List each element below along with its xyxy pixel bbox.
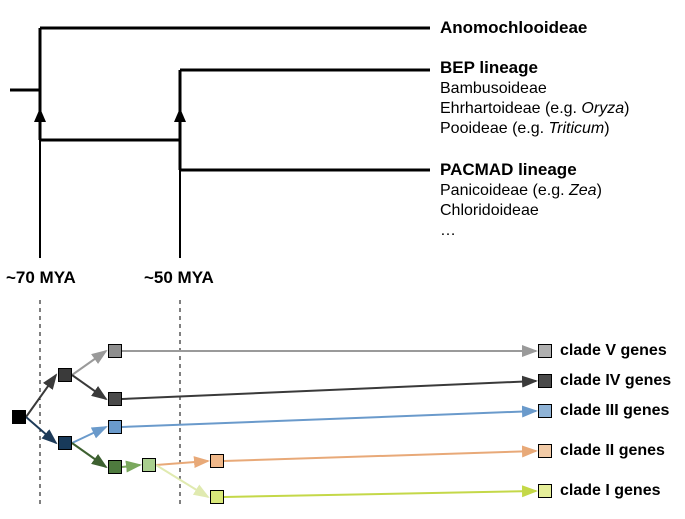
bep-bambu: Bambusoideae xyxy=(440,80,547,97)
gene-leaf-cladeI xyxy=(538,484,552,498)
gene-node-n7 xyxy=(142,458,156,472)
gene-node-n3 xyxy=(108,344,122,358)
gene-leaf-cladeIII xyxy=(538,404,552,418)
gene-leaf-cladeII xyxy=(538,444,552,458)
bep-line3: Pooideae (e.g. Triticum) xyxy=(440,120,610,138)
time-label-50: ~50 MYA xyxy=(144,268,214,288)
gene-node-cladeI-pre xyxy=(210,490,224,504)
gene-tree-lines xyxy=(26,351,536,497)
taxon-anomo: Anomochlooideae xyxy=(440,18,587,38)
bep-line2: Ehrhartoideae (e.g. Oryza) xyxy=(440,100,629,118)
gene-node-n6 xyxy=(108,460,122,474)
phylogeny-tree xyxy=(10,28,430,170)
gene-node-n1 xyxy=(58,368,72,382)
gene-node-n4 xyxy=(108,392,122,406)
pacmad-line1: Panicoideae (e.g. Zea) xyxy=(440,182,602,200)
gene-node-root xyxy=(12,410,26,424)
gene-leaf-cladeIV xyxy=(538,374,552,388)
gene-node-n2 xyxy=(58,436,72,450)
gene-node-cladeII-pre xyxy=(210,454,224,468)
clade-label-III: clade III genes xyxy=(560,402,669,420)
gene-node-n5 xyxy=(108,420,122,434)
time-label-70: ~70 MYA xyxy=(6,268,76,288)
clade-label-IV: clade IV genes xyxy=(560,372,671,390)
clade-label-I: clade I genes xyxy=(560,482,661,500)
gene-leaf-cladeV xyxy=(538,344,552,358)
clade-label-V: clade V genes xyxy=(560,342,667,360)
clade-label-II: clade II genes xyxy=(560,442,665,460)
pacmad-line3: … xyxy=(440,222,456,240)
bep-title: BEP lineage xyxy=(440,58,538,78)
pacmad-title: PACMAD lineage xyxy=(440,160,577,180)
pacmad-line2: Chloridoideae xyxy=(440,202,539,220)
bep-line1: Bambusoideae xyxy=(440,80,547,98)
